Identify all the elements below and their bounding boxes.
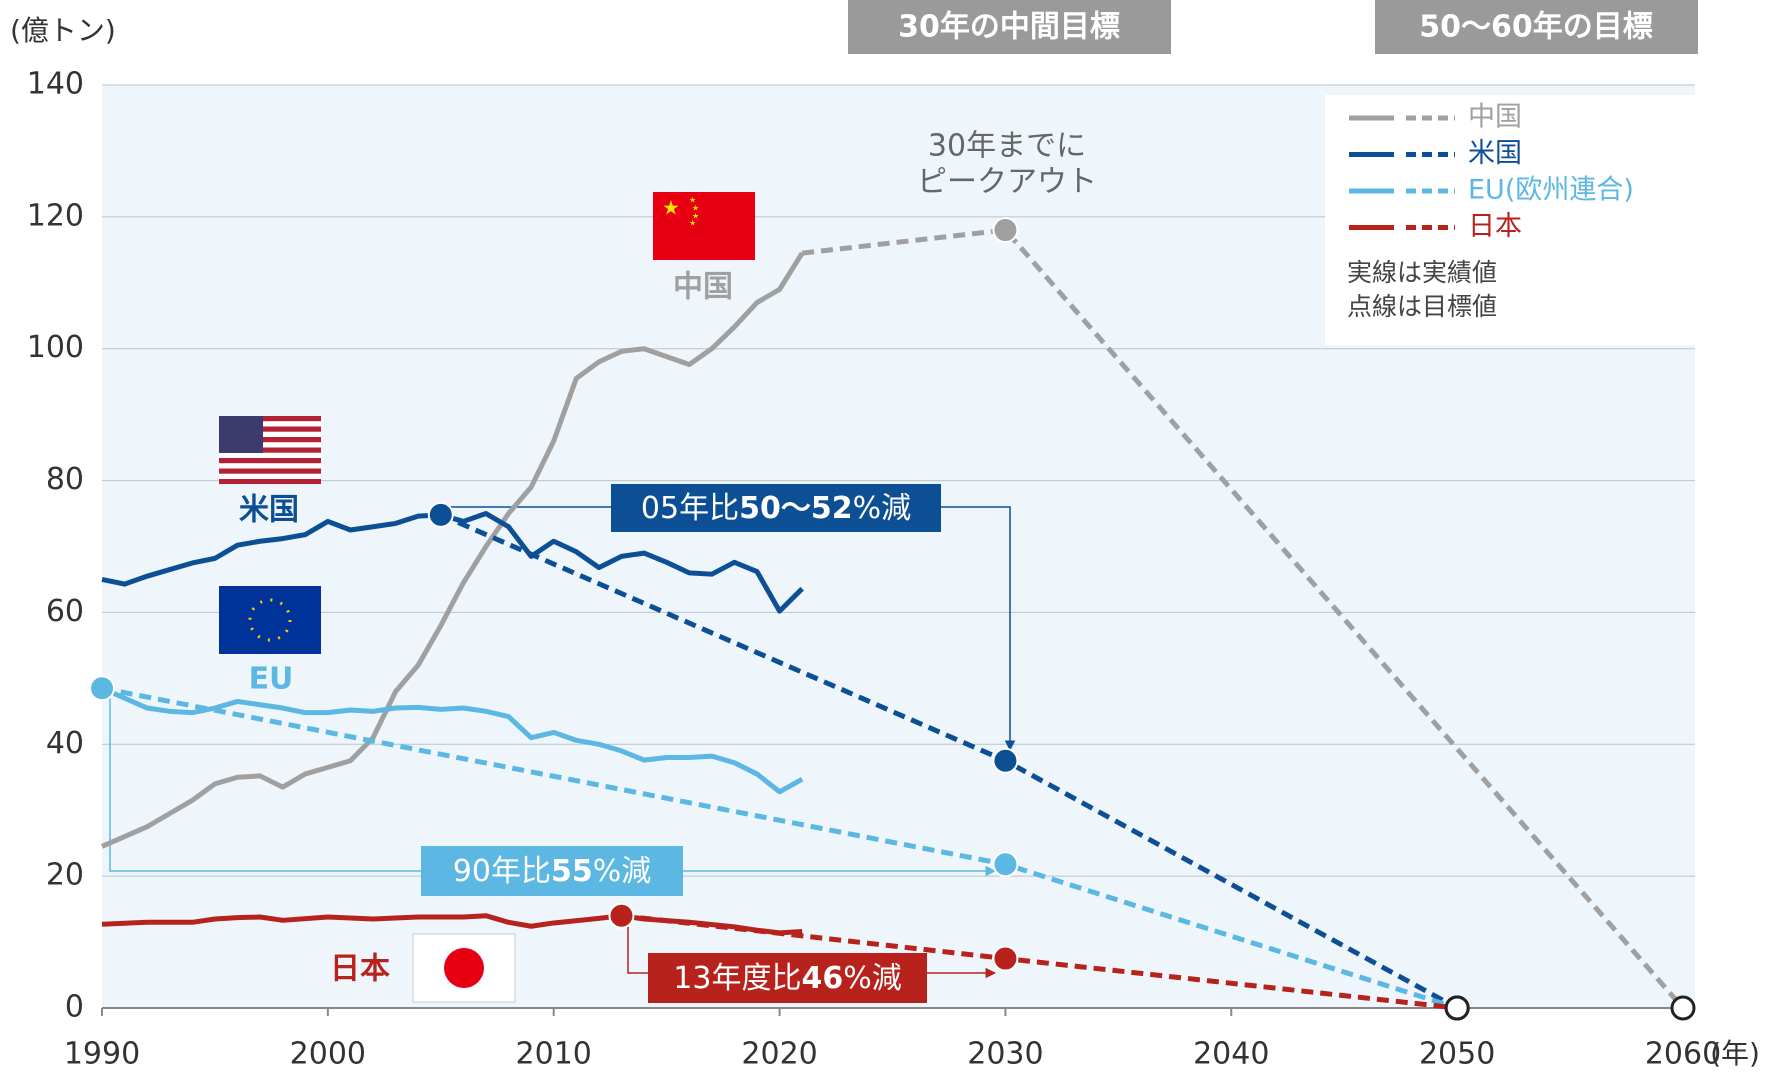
y-unit: (億トン) [10, 14, 116, 47]
callout-part: 50～52 [739, 491, 853, 526]
x-tick-label: 2030 [967, 1037, 1043, 1072]
legend-note: 実線は実績値 [1347, 258, 1497, 287]
callout-part: 55 [551, 854, 593, 889]
callout-part: %減 [853, 491, 912, 526]
header: 50～60年の目標 [1419, 10, 1653, 45]
legend-label: 中国 [1468, 102, 1522, 133]
target-point [993, 749, 1017, 773]
flag-eu [219, 586, 321, 654]
x-unit: (年) [1710, 1037, 1760, 1070]
target-point [90, 676, 114, 700]
callout-part: %減 [593, 854, 652, 889]
callout-part: %減 [843, 961, 902, 996]
flag-label: EU [249, 662, 294, 697]
y-tick-label: 0 [65, 990, 84, 1025]
target-point [993, 947, 1017, 971]
y-tick-label: 20 [46, 858, 84, 893]
flag-label: 中国 [673, 270, 733, 305]
x-tick-label: 2000 [290, 1037, 366, 1072]
svg-text:★: ★ [662, 196, 680, 220]
y-tick-label: 120 [27, 198, 84, 233]
target-point [993, 218, 1017, 242]
target-point [993, 852, 1017, 876]
y-tick-label: 80 [46, 462, 84, 497]
page: {"chart_data": { "type": "line", "y_unit… [0, 0, 1773, 1076]
flag-label: 米国 [239, 493, 299, 528]
x-tick-label: 2020 [741, 1037, 817, 1072]
flag-china: ★ ★★ ★★ [653, 192, 755, 260]
target-point [1672, 997, 1694, 1019]
peak-note: 30年までに [928, 129, 1086, 164]
peak-note: ピークアウト [917, 165, 1097, 200]
target-point [429, 503, 453, 527]
header: 30年の中間目標 [898, 10, 1120, 45]
y-tick-label: 140 [27, 67, 84, 102]
x-tick-label: 2050 [1419, 1037, 1495, 1072]
x-tick-label: 2040 [1193, 1037, 1269, 1072]
callout: 90年比55%減 [453, 854, 651, 889]
chart: 0204060801001201401990200020102020203020… [0, 0, 1773, 1076]
callout-part: 05年比 [641, 491, 739, 526]
y-tick-label: 60 [46, 594, 84, 629]
flag-japan [413, 934, 515, 1002]
flag-label: 日本 [330, 952, 390, 987]
legend-label: 米国 [1468, 138, 1522, 169]
legend-note: 点線は目標値 [1347, 292, 1497, 321]
callout-part: 13年度比 [673, 961, 801, 996]
y-tick-label: 40 [46, 726, 84, 761]
y-tick-label: 100 [27, 330, 84, 365]
svg-text:★: ★ [689, 219, 696, 228]
callout-part: 46 [801, 961, 843, 996]
legend-label: EU(欧州連合) [1468, 175, 1634, 206]
callout: 13年度比46%減 [673, 961, 901, 996]
legend-label: 日本 [1468, 211, 1522, 242]
x-tick-label: 2010 [516, 1037, 592, 1072]
x-tick-label: 1990 [64, 1037, 140, 1072]
flag-us [219, 416, 321, 484]
target-point [1446, 997, 1468, 1019]
callout: 05年比50～52%減 [641, 491, 911, 526]
target-point [609, 904, 633, 928]
callout-part: 90年比 [453, 854, 551, 889]
